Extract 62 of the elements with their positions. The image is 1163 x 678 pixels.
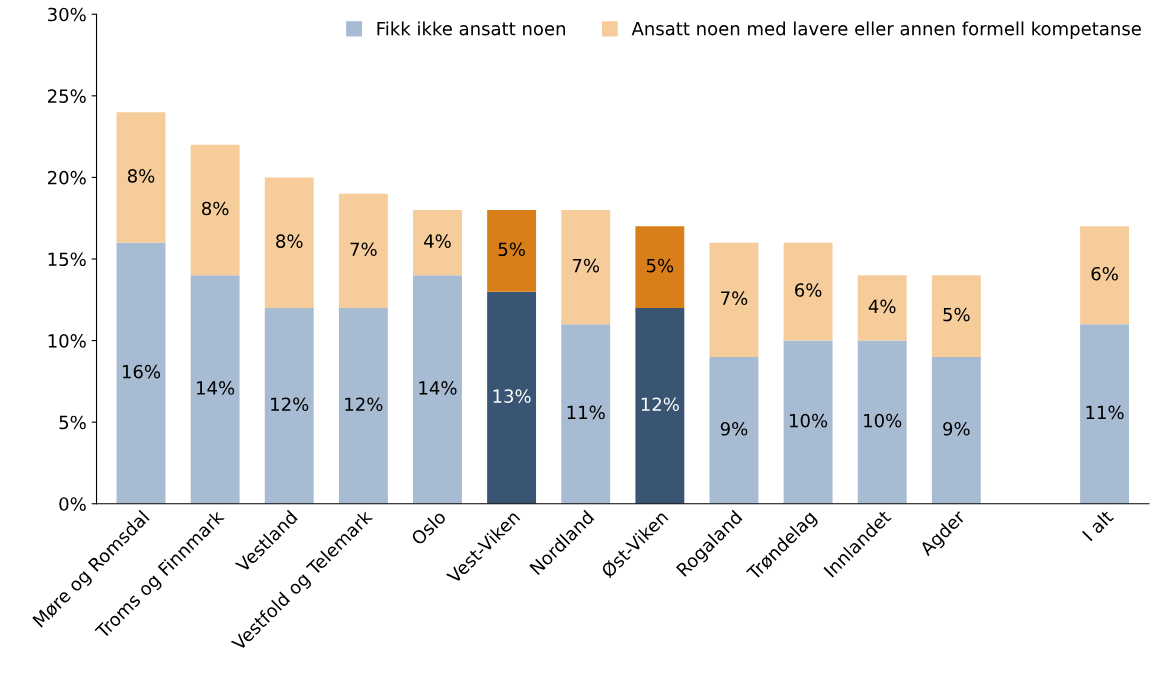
bar xyxy=(635,226,685,308)
bar xyxy=(783,242,833,341)
bar xyxy=(931,275,981,357)
bar xyxy=(413,210,462,276)
data-label: 8% xyxy=(276,234,303,248)
data-label: 11% xyxy=(1086,405,1124,420)
data-label: 5% xyxy=(943,307,970,322)
bar xyxy=(338,193,388,308)
data-label: 12% xyxy=(271,397,309,412)
data-label: 14% xyxy=(197,381,235,395)
data-label: 16% xyxy=(122,364,161,379)
data-label: 5% xyxy=(498,242,525,257)
x-tick-label: I alt xyxy=(1081,508,1115,542)
y-tick-label: 25% xyxy=(48,89,86,103)
bar xyxy=(709,242,759,357)
bar xyxy=(783,340,833,504)
data-label: 10% xyxy=(864,413,902,428)
data-label: 4% xyxy=(424,234,451,248)
bar xyxy=(857,275,907,341)
bar xyxy=(561,324,611,504)
data-label: 8% xyxy=(202,201,229,216)
bar xyxy=(487,291,537,504)
bar xyxy=(857,340,907,504)
data-label: 8% xyxy=(127,168,155,183)
y-tick-label: 10% xyxy=(48,334,86,348)
data-label: 6% xyxy=(795,283,822,297)
bar xyxy=(264,177,314,308)
y-tick-label: 20% xyxy=(48,170,86,185)
bar xyxy=(1080,324,1130,504)
y-tick-label: 15% xyxy=(48,252,86,267)
data-label: 9% xyxy=(943,421,970,436)
data-label: 5% xyxy=(646,258,674,273)
data-label: 7% xyxy=(721,291,748,306)
bar xyxy=(116,242,166,504)
bar xyxy=(264,307,314,504)
y-tick-label: 0% xyxy=(59,497,86,511)
data-label: 11% xyxy=(567,405,605,420)
data-label: 7% xyxy=(350,242,377,257)
bar xyxy=(190,275,240,504)
bar xyxy=(487,210,537,292)
data-label: 14% xyxy=(419,381,457,395)
bar xyxy=(931,356,981,504)
data-label: 12% xyxy=(641,397,679,412)
data-label: 9% xyxy=(720,421,748,436)
bar xyxy=(709,356,759,504)
data-label: 6% xyxy=(1091,266,1118,281)
data-label: 12% xyxy=(345,397,383,412)
bar xyxy=(635,307,685,504)
legend-label: Ansatt noen med lavere eller annen formell kompetanse xyxy=(631,21,1141,39)
bar xyxy=(338,307,388,504)
bar xyxy=(1080,226,1130,325)
bar xyxy=(413,275,462,504)
y-tick-label: 5% xyxy=(59,415,86,430)
bar xyxy=(116,112,166,243)
data-label: 10% xyxy=(790,413,828,428)
legend-label: Fikk ikke ansatt noen xyxy=(377,21,565,36)
data-label: 7% xyxy=(572,258,600,273)
bar xyxy=(190,144,240,276)
data-label: 4% xyxy=(868,299,896,314)
data-label: 13% xyxy=(493,389,531,403)
bar xyxy=(561,210,611,325)
y-tick-label: 30% xyxy=(48,7,86,22)
